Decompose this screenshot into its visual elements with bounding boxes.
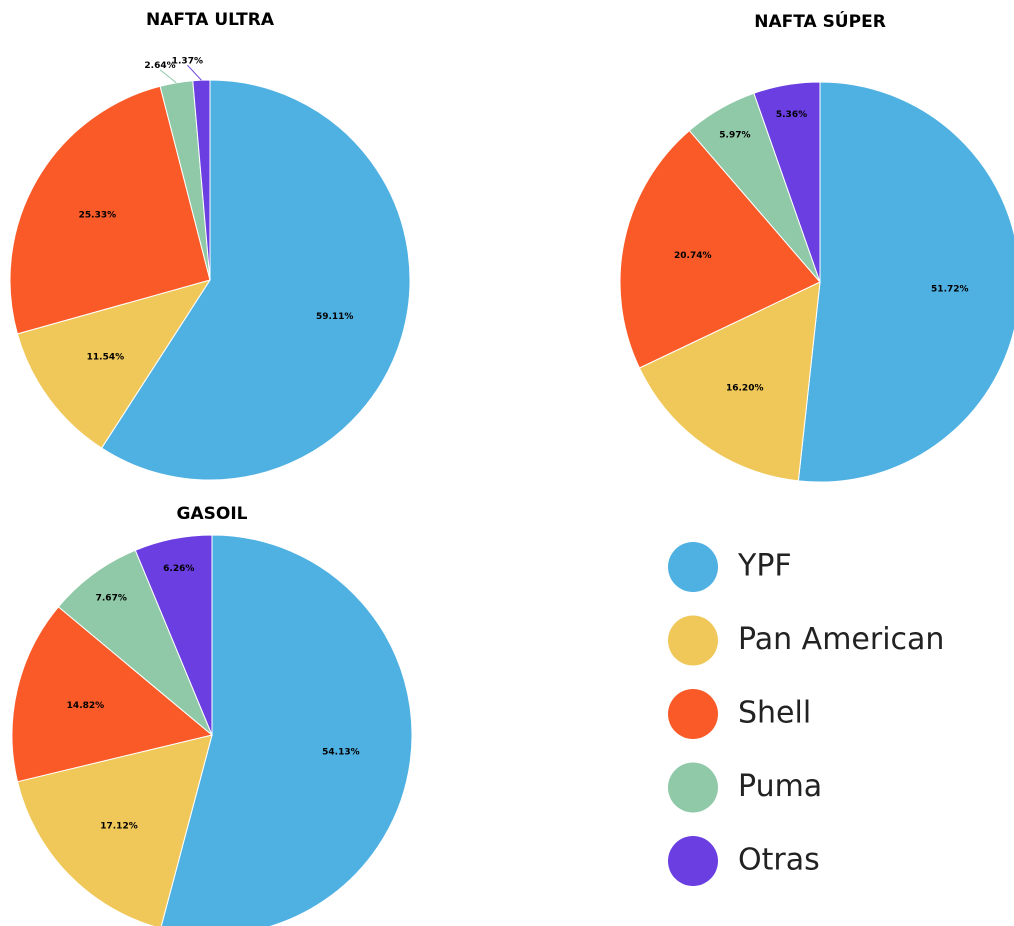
- value-label: 11.54%: [87, 353, 125, 363]
- legend-swatch: [668, 542, 718, 592]
- pie-slice: [16, 279, 212, 449]
- pie-slice: [16, 734, 213, 926]
- leader-line: [159, 69, 177, 84]
- chart-title: NAFTA SÚPER: [754, 10, 886, 32]
- value-label: 5.36%: [776, 110, 807, 120]
- pie-slice: [753, 81, 821, 283]
- legend-swatch: [668, 762, 718, 813]
- chart-title: NAFTA ULTRA: [146, 10, 275, 30]
- value-label: 59.11%: [316, 312, 354, 322]
- value-label: 5.97%: [719, 130, 750, 140]
- pie-slice: [11, 606, 214, 783]
- legend-swatch: [668, 836, 718, 886]
- pie-slice: [797, 81, 1014, 483]
- pie-slice: [57, 549, 213, 736]
- value-label: 6.26%: [163, 564, 194, 574]
- chart-title: GASOIL: [177, 504, 248, 524]
- legend-label: YPF: [737, 549, 792, 584]
- pie-slice: [638, 281, 821, 482]
- value-label: 25.33%: [79, 211, 117, 221]
- legend-swatch: [668, 615, 718, 666]
- value-label: 17.12%: [100, 821, 138, 831]
- pie-slice: [192, 79, 211, 281]
- legend-label: Otras: [738, 843, 820, 878]
- legend-swatch: [668, 689, 718, 739]
- pie-slice: [100, 79, 411, 481]
- legend-label: Puma: [738, 769, 822, 804]
- value-label: 1.37%: [172, 57, 203, 67]
- legend-label: Shell: [738, 696, 811, 731]
- pie-slice: [9, 85, 211, 335]
- value-label: 7.67%: [96, 594, 127, 604]
- value-label: 54.13%: [322, 747, 360, 757]
- value-label: 20.74%: [674, 251, 712, 261]
- pie-slice: [134, 534, 213, 736]
- value-label: 51.72%: [931, 285, 969, 295]
- legend-label: Pan American: [738, 622, 944, 657]
- value-label: 16.20%: [726, 384, 764, 394]
- pie-slice: [619, 129, 821, 369]
- leader-line: [187, 64, 202, 81]
- pie-slice: [160, 534, 413, 926]
- value-label: 2.64%: [144, 61, 175, 71]
- value-label: 14.82%: [67, 701, 105, 711]
